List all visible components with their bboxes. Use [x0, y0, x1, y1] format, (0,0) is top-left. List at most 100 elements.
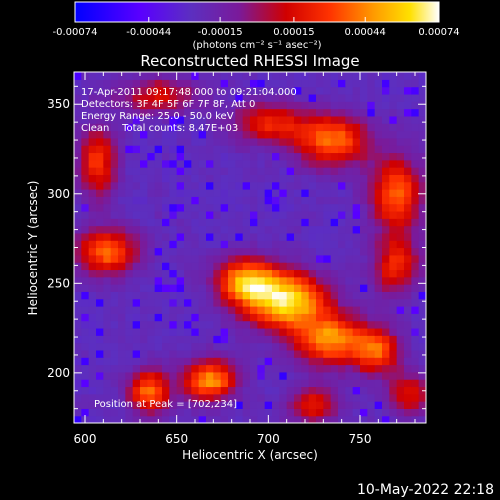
heatmap-cell	[184, 357, 192, 366]
heatmap-cell	[411, 137, 420, 146]
heatmap-cell	[308, 115, 317, 124]
heatmap-cell	[272, 408, 280, 417]
heatmap-cell	[242, 181, 251, 190]
heatmap-cell	[323, 401, 332, 409]
heatmap-cell	[257, 335, 266, 344]
heatmap-cell	[74, 408, 82, 417]
heatmap-cell	[125, 401, 134, 409]
heatmap-cell	[396, 247, 405, 256]
heatmap-cell	[125, 247, 134, 256]
heatmap-cell	[110, 203, 119, 212]
heatmap-cell	[220, 196, 229, 205]
heatmap-cell	[191, 327, 200, 336]
heatmap-cell	[162, 86, 170, 95]
heatmap-cell	[264, 123, 273, 132]
heatmap-cell	[257, 232, 266, 241]
heatmap-cell	[154, 313, 163, 322]
heatmap-cell	[323, 313, 332, 322]
heatmap-cell	[110, 86, 119, 95]
heatmap-cell	[418, 196, 426, 205]
heatmap-cell	[338, 196, 346, 205]
heatmap-cell	[404, 415, 412, 423]
heatmap-cell	[352, 210, 361, 219]
heatmap-cell	[118, 320, 126, 329]
heatmap-cell	[338, 357, 346, 366]
heatmap-cell	[235, 262, 244, 271]
heatmap-cell	[301, 327, 310, 336]
heatmap-cell	[250, 145, 258, 154]
heatmap-cell	[74, 284, 82, 292]
heatmap-cell	[147, 218, 156, 227]
heatmap-cell	[154, 174, 163, 183]
heatmap-cell	[279, 174, 288, 183]
heatmap-cell	[140, 371, 148, 380]
heatmap-cell	[191, 306, 200, 314]
heatmap-cell	[191, 196, 200, 205]
heatmap-cell	[176, 203, 185, 212]
heatmap-cell	[264, 254, 273, 263]
heatmap-cell	[176, 342, 185, 351]
heatmap-cell	[374, 79, 383, 88]
heatmap-cell	[220, 364, 229, 373]
heatmap-cell	[110, 137, 119, 146]
heatmap-cell	[367, 386, 376, 395]
heatmap-cell	[184, 137, 192, 146]
heatmap-cell	[279, 291, 288, 300]
heatmap-cell	[316, 101, 324, 110]
heatmap-cell	[338, 145, 346, 154]
heatmap-cell	[345, 145, 354, 154]
heatmap-cell	[294, 145, 302, 154]
heatmap-cell	[418, 101, 426, 110]
heatmap-cell	[272, 401, 280, 409]
heatmap-cell	[382, 364, 390, 373]
heatmap-cell	[206, 379, 214, 388]
heatmap-cell	[110, 291, 119, 300]
heatmap-cell	[396, 232, 405, 241]
heatmap-cell	[301, 247, 310, 256]
annotation-peak-position: Position at Peak = [702,234]	[94, 399, 237, 410]
heatmap-cell	[250, 225, 258, 234]
heatmap-cell	[294, 364, 302, 373]
heatmap-cell	[162, 240, 170, 249]
heatmap-cell	[338, 79, 346, 88]
heatmap-cell	[162, 408, 170, 417]
heatmap-cell	[213, 379, 222, 388]
heatmap-cell	[132, 189, 141, 197]
heatmap-cell	[198, 101, 207, 110]
heatmap-cell	[330, 115, 339, 124]
heatmap-cell	[367, 313, 376, 322]
heatmap-cell	[213, 79, 222, 88]
heatmap-cell	[74, 108, 82, 117]
heatmap-cell	[264, 327, 273, 336]
heatmap-cell	[272, 335, 280, 344]
heatmap-cell	[338, 159, 346, 168]
heatmap-cell	[250, 254, 258, 263]
heatmap-cell	[323, 327, 332, 336]
heatmap-cell	[294, 276, 302, 285]
heatmap-cell	[154, 152, 163, 161]
heatmap-cell	[103, 123, 112, 132]
heatmap-cell	[404, 174, 412, 183]
heatmap-cell	[316, 284, 324, 292]
heatmap-cell	[294, 254, 302, 263]
heatmap-cell	[125, 181, 134, 190]
heatmap-cell	[323, 269, 332, 278]
heatmap-cell	[235, 115, 244, 124]
heatmap-cell	[74, 364, 82, 373]
heatmap-cell	[396, 123, 405, 132]
heatmap-cell	[198, 364, 207, 373]
heatmap-cell	[404, 232, 412, 241]
heatmap-cell	[206, 393, 214, 402]
heatmap-cell	[352, 145, 361, 154]
heatmap-cell	[198, 371, 207, 380]
heatmap-cell	[389, 393, 398, 402]
heatmap-cell	[250, 357, 258, 366]
heatmap-cell	[162, 218, 170, 227]
heatmap-cell	[228, 335, 236, 344]
heatmap-cell	[367, 327, 376, 336]
heatmap-cell	[316, 167, 324, 175]
heatmap-cell	[162, 174, 170, 183]
heatmap-cell	[118, 276, 126, 285]
heatmap-cell	[286, 408, 295, 417]
heatmap-cell	[396, 86, 405, 95]
